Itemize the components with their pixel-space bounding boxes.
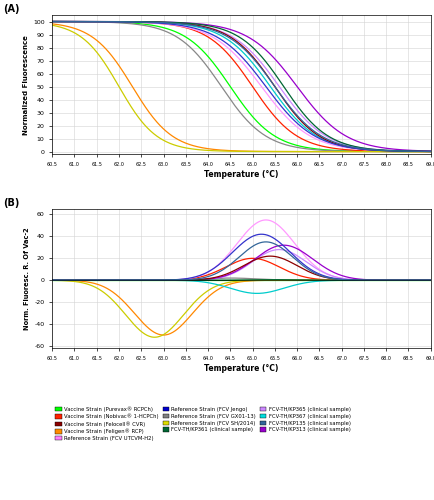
- Y-axis label: Normalized Fluorescence: Normalized Fluorescence: [23, 34, 29, 134]
- Y-axis label: Norm. Fluoresc. R. Of Vac-2: Norm. Fluoresc. R. Of Vac-2: [24, 227, 30, 330]
- X-axis label: Temperature (°C): Temperature (°C): [204, 364, 278, 372]
- Text: (B): (B): [3, 198, 20, 208]
- X-axis label: Temperature (°C): Temperature (°C): [204, 170, 278, 178]
- Text: (A): (A): [3, 4, 20, 14]
- Legend: Vaccine Strain (Purevax® RCPCh), Vaccine Strain (Nobivac® 1-HCPCh), Vaccine Stra: Vaccine Strain (Purevax® RCPCh), Vaccine…: [55, 406, 350, 442]
